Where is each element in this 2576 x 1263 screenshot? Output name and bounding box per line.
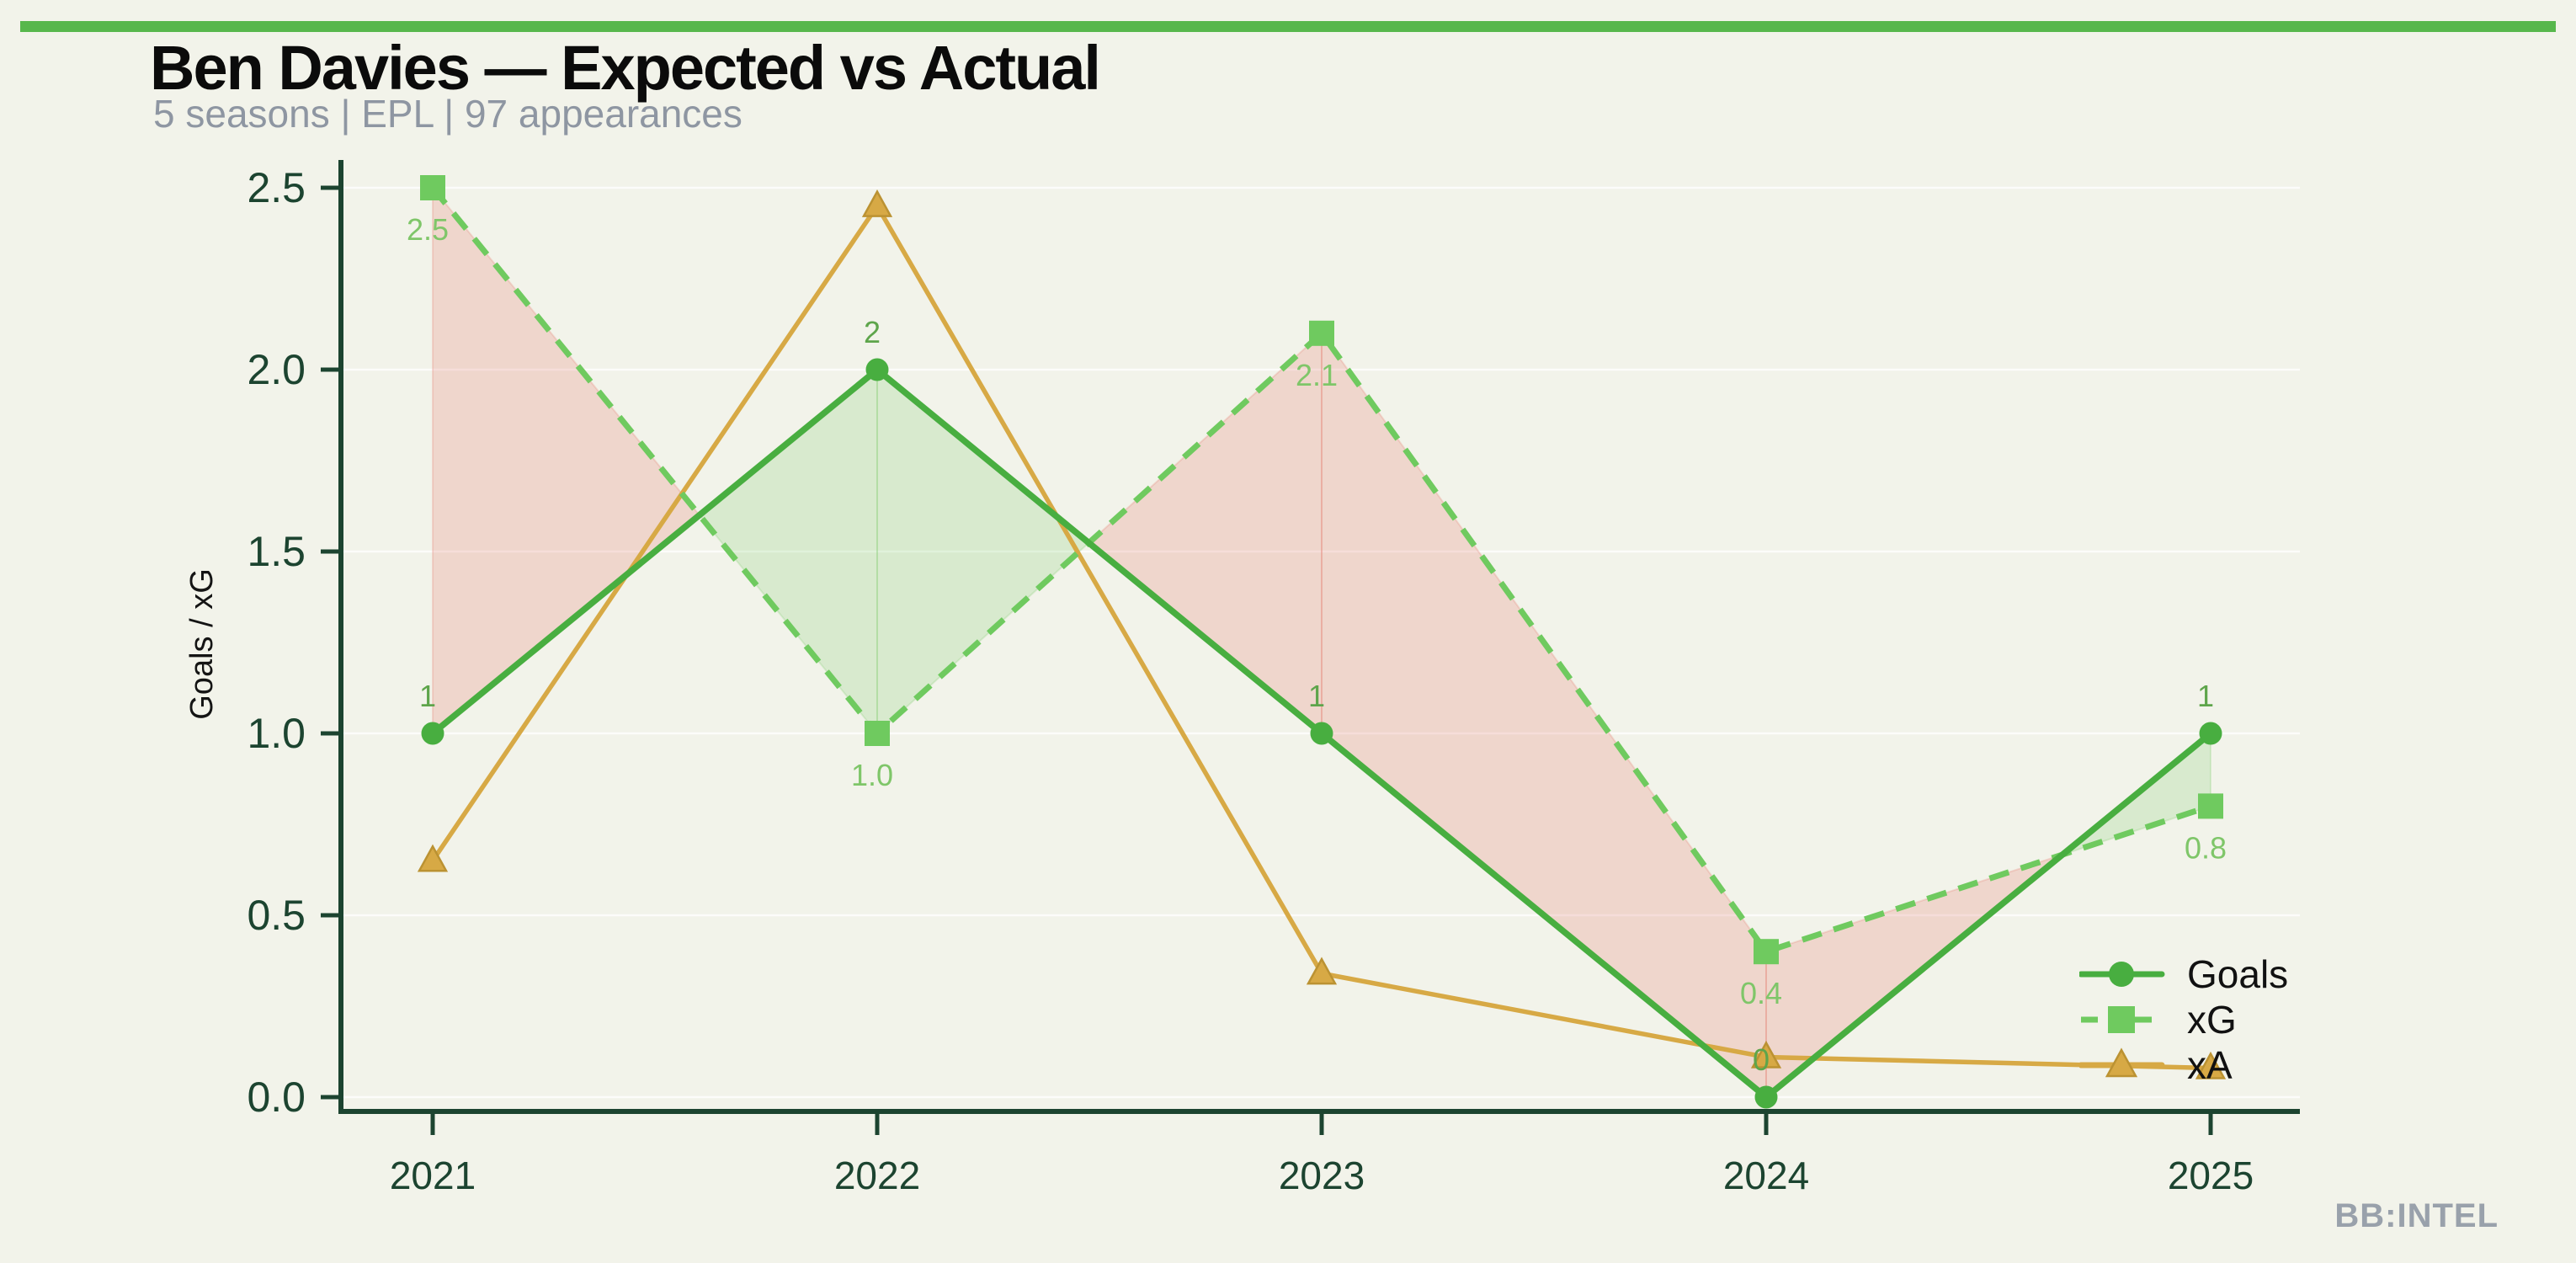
y-tick-label: 2.0 [247, 346, 306, 393]
underperformance-fill [1087, 331, 1323, 736]
goals-line-marker-icon [2079, 962, 2165, 987]
point-labels: 1 2 1 0 1 2.5 1.0 2.1 0.4 0.8 [407, 212, 2227, 1077]
y-axis-label: Goals / xG [184, 568, 220, 720]
underperformance-fill [1321, 330, 1767, 1100]
legend-item-xa: xA [2079, 1042, 2288, 1088]
x-tick-label: 2021 [390, 1154, 476, 1197]
goals-point-label: 1 [2197, 679, 2214, 713]
xg-line [430, 185, 2212, 955]
y-tick-label: 1.5 [247, 528, 306, 575]
goals-point-label: 1 [1308, 679, 1325, 713]
goals-point-label: 0 [1753, 1042, 1770, 1077]
xg-markers [420, 175, 2223, 965]
x-tick-label: 2022 [834, 1154, 920, 1197]
underperformance-fill [432, 185, 701, 736]
xa-line-marker-icon [2079, 1047, 2165, 1078]
y-tick-label: 0.5 [247, 892, 306, 939]
y-tick-label: 0.0 [247, 1074, 306, 1121]
page-subtitle: 5 seasons | EPL | 97 appearances [153, 92, 742, 136]
svg-text:Goals / xG: Goals / xG [184, 568, 220, 720]
tick-labels: 0.0 0.5 1.0 1.5 2.0 2.5 2021 2022 2023 2024 2025 [247, 164, 2254, 1197]
overperformance-fill [876, 367, 1090, 736]
goals-markers [421, 358, 2222, 1109]
xg-line-marker-icon [2081, 1006, 2162, 1033]
legend-item-goals: Goals [2079, 951, 2288, 997]
goals-point-label: 2 [864, 315, 881, 349]
legend-label-goals: Goals [2187, 952, 2289, 996]
axes [321, 160, 2300, 1135]
legend-label-xa: xA [2187, 1043, 2233, 1087]
xg-point-label: 0.4 [1740, 976, 1782, 1010]
goals-point-label: 1 [419, 679, 436, 713]
xg-point-label: 2.1 [1296, 358, 1338, 392]
page-title: Ben Davies — Expected vs Actual [150, 33, 1101, 103]
xg-point-label: 1.0 [851, 758, 893, 792]
chart-legend: Goals xG xA [2079, 951, 2288, 1088]
xg-point-label: 0.8 [2185, 830, 2227, 865]
legend-item-xg: xG [2079, 997, 2288, 1042]
x-tick-label: 2023 [1279, 1154, 1365, 1197]
xg-point-label: 2.5 [407, 212, 449, 247]
x-tick-label: 2024 [1723, 1154, 1809, 1197]
brand-watermark: BB:INTEL [2334, 1197, 2499, 1234]
y-tick-label: 1.0 [247, 710, 306, 757]
accent-bar [20, 21, 2556, 32]
legend-label-xg: xG [2187, 998, 2237, 1042]
x-tick-label: 2025 [2168, 1154, 2254, 1197]
xa-markers [417, 189, 2227, 1079]
y-tick-label: 2.5 [247, 164, 306, 211]
